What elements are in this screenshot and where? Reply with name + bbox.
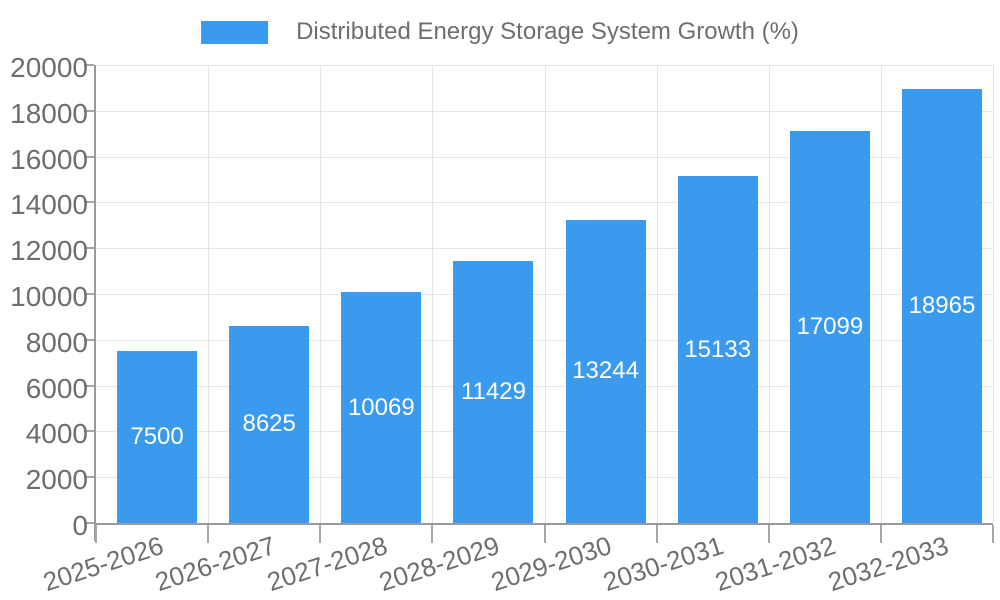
bar-2025-2026: 7500 — [117, 351, 198, 523]
y-tick-mark — [84, 109, 94, 112]
x-tick-mark — [992, 525, 994, 543]
x-tick-label: 2028-2029 — [375, 530, 504, 598]
y-tick-label: 2000 — [25, 464, 88, 496]
x-gridline — [208, 65, 210, 523]
x-tick-label: 2027-2028 — [263, 530, 391, 598]
y-tick-label: 0 — [72, 510, 88, 541]
y-tick-mark — [84, 155, 94, 158]
x-gridline — [880, 65, 882, 523]
y-tick-label: 14000 — [10, 189, 88, 221]
bar-2030-2031: 15133 — [677, 176, 758, 523]
bar-value-label: 11429 — [460, 378, 526, 406]
x-tick-mark — [431, 525, 434, 543]
legend-swatch — [201, 20, 269, 44]
x-tick-label: 2025-2026 — [39, 530, 167, 598]
bar-value-label: 17099 — [796, 313, 864, 341]
y-tick-mark — [84, 64, 94, 66]
x-tick-mark — [207, 525, 210, 543]
x-tick-label: 2029-2030 — [487, 530, 616, 598]
legend-label: Distributed Energy Storage System Growth… — [296, 18, 799, 45]
y-tick-mark — [84, 384, 94, 387]
y-tick-label: 4000 — [25, 418, 88, 450]
y-tick-label: 12000 — [10, 235, 88, 267]
bar-value-label: 10069 — [347, 393, 415, 421]
x-gridline — [432, 65, 434, 523]
y-tick-mark — [84, 201, 94, 204]
x-tick-label: 2032-2033 — [824, 530, 952, 598]
y-tick-label: 6000 — [25, 372, 88, 404]
x-gridline — [656, 65, 658, 523]
x-gridline — [544, 65, 546, 523]
x-tick-mark — [767, 525, 770, 543]
x-tick-label: 2030-2031 — [599, 530, 728, 598]
y-tick-label: 16000 — [10, 143, 88, 175]
y-tick-mark — [84, 247, 94, 250]
bar-2027-2028: 10069 — [341, 292, 422, 523]
bar-value-label: 8625 — [242, 410, 296, 438]
chart-legend[interactable]: Distributed Energy Storage System Growth… — [201, 18, 799, 46]
y-tick-label: 8000 — [25, 326, 88, 358]
y-tick-label: 10000 — [10, 281, 88, 312]
x-gridline — [320, 65, 322, 523]
bar-2029-2030: 13244 — [565, 219, 646, 523]
y-tick-mark — [84, 522, 94, 524]
x-tick-mark — [543, 525, 546, 543]
bar-2028-2029: 11429 — [453, 261, 534, 523]
bar-2026-2027: 8625 — [229, 325, 310, 523]
y-tick-mark — [84, 338, 94, 341]
x-tick-mark — [95, 525, 97, 543]
y-tick-label: 20000 — [10, 52, 88, 83]
bar-value-label: 13244 — [572, 357, 639, 385]
bar-value-label: 7500 — [130, 423, 184, 451]
x-gridline — [993, 65, 994, 523]
x-tick-mark — [879, 525, 882, 543]
x-tick-label: 2031-2032 — [711, 530, 840, 598]
bar-value-label: 18965 — [908, 291, 976, 319]
bar-2031-2032: 17099 — [789, 131, 870, 523]
y-tick-mark — [84, 430, 94, 433]
y-tick-mark — [84, 476, 94, 479]
bar-2032-2033: 18965 — [901, 88, 982, 523]
y-tick-mark — [84, 293, 94, 295]
plot-area: 7500 8625 10069 11429 13244 15133 17099 18965 — [84, 64, 994, 543]
x-tick-label: 2026-2027 — [151, 530, 279, 598]
x-tick-mark — [655, 525, 658, 543]
x-axis-line — [96, 523, 993, 525]
y-tick-label: 18000 — [10, 97, 88, 129]
y-axis-line — [94, 65, 96, 541]
x-tick-mark — [319, 525, 322, 543]
x-gridline — [768, 65, 770, 523]
bar-value-label: 15133 — [684, 335, 752, 363]
